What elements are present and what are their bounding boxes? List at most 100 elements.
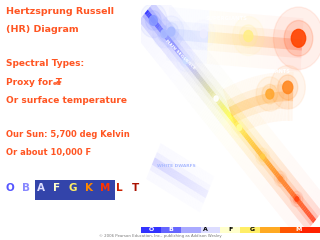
Polygon shape xyxy=(234,121,251,142)
Polygon shape xyxy=(277,37,280,49)
Polygon shape xyxy=(164,165,168,173)
Polygon shape xyxy=(196,180,204,199)
Polygon shape xyxy=(231,84,247,131)
Polygon shape xyxy=(243,27,247,54)
Polygon shape xyxy=(258,151,263,157)
Polygon shape xyxy=(146,11,162,31)
Polygon shape xyxy=(290,191,307,211)
Circle shape xyxy=(291,191,303,207)
Polygon shape xyxy=(295,39,298,50)
Polygon shape xyxy=(234,120,243,132)
Polygon shape xyxy=(288,91,290,101)
Polygon shape xyxy=(180,53,184,59)
Polygon shape xyxy=(282,180,298,201)
Polygon shape xyxy=(172,43,181,55)
Polygon shape xyxy=(226,110,242,131)
Polygon shape xyxy=(163,164,167,172)
Polygon shape xyxy=(228,86,244,132)
Polygon shape xyxy=(286,186,303,206)
Polygon shape xyxy=(197,181,205,200)
Polygon shape xyxy=(194,72,203,83)
Circle shape xyxy=(212,93,220,104)
Polygon shape xyxy=(254,146,259,151)
Polygon shape xyxy=(155,156,164,174)
Polygon shape xyxy=(275,37,278,48)
Text: A: A xyxy=(37,183,45,193)
Polygon shape xyxy=(260,153,264,158)
Circle shape xyxy=(158,26,171,42)
Polygon shape xyxy=(154,21,163,32)
Polygon shape xyxy=(223,108,228,113)
Circle shape xyxy=(237,125,242,131)
Polygon shape xyxy=(220,103,228,114)
Text: Spectral Types:: Spectral Types: xyxy=(6,59,84,68)
Polygon shape xyxy=(157,25,173,45)
Polygon shape xyxy=(260,87,265,112)
Circle shape xyxy=(161,30,167,38)
Bar xyxy=(300,227,320,233)
Polygon shape xyxy=(225,110,234,121)
Polygon shape xyxy=(180,22,184,48)
Polygon shape xyxy=(176,21,180,48)
Polygon shape xyxy=(172,44,189,65)
Polygon shape xyxy=(241,130,258,150)
Polygon shape xyxy=(283,182,292,193)
Polygon shape xyxy=(245,27,249,54)
Polygon shape xyxy=(192,68,209,89)
Polygon shape xyxy=(202,81,218,101)
Polygon shape xyxy=(188,175,196,194)
Polygon shape xyxy=(197,186,202,194)
Polygon shape xyxy=(195,72,211,93)
Polygon shape xyxy=(159,158,168,177)
Polygon shape xyxy=(252,143,261,154)
Circle shape xyxy=(256,148,269,165)
Polygon shape xyxy=(280,179,297,199)
Polygon shape xyxy=(284,38,287,49)
Polygon shape xyxy=(170,41,186,61)
Polygon shape xyxy=(206,87,211,92)
Polygon shape xyxy=(183,58,200,79)
Polygon shape xyxy=(193,179,201,198)
Polygon shape xyxy=(178,51,195,72)
Polygon shape xyxy=(279,177,296,198)
Polygon shape xyxy=(166,162,174,181)
Polygon shape xyxy=(150,152,158,171)
Polygon shape xyxy=(272,168,289,189)
Polygon shape xyxy=(249,140,258,151)
Polygon shape xyxy=(222,106,226,111)
Polygon shape xyxy=(304,208,313,219)
Polygon shape xyxy=(183,57,192,69)
Polygon shape xyxy=(284,184,301,204)
Polygon shape xyxy=(272,29,276,56)
Polygon shape xyxy=(210,91,227,112)
Polygon shape xyxy=(227,112,236,123)
Text: GIANTS: GIANTS xyxy=(270,69,291,74)
Polygon shape xyxy=(187,179,191,187)
Polygon shape xyxy=(174,46,179,52)
Polygon shape xyxy=(280,92,282,102)
Polygon shape xyxy=(235,103,240,113)
Polygon shape xyxy=(219,102,235,122)
Polygon shape xyxy=(230,116,246,136)
Polygon shape xyxy=(276,72,281,121)
Polygon shape xyxy=(257,149,273,170)
Polygon shape xyxy=(179,174,183,182)
Polygon shape xyxy=(203,189,207,197)
Polygon shape xyxy=(214,96,231,117)
Polygon shape xyxy=(170,41,186,61)
Polygon shape xyxy=(248,138,257,149)
Polygon shape xyxy=(232,118,236,124)
Polygon shape xyxy=(212,94,221,105)
Polygon shape xyxy=(195,72,200,78)
Polygon shape xyxy=(187,62,191,68)
Polygon shape xyxy=(211,92,215,97)
Polygon shape xyxy=(297,199,306,210)
Polygon shape xyxy=(275,172,291,192)
Polygon shape xyxy=(199,77,216,98)
Circle shape xyxy=(192,20,215,48)
Polygon shape xyxy=(243,132,259,152)
Polygon shape xyxy=(287,187,304,208)
Polygon shape xyxy=(242,130,246,136)
Polygon shape xyxy=(236,124,245,135)
Polygon shape xyxy=(198,77,208,88)
